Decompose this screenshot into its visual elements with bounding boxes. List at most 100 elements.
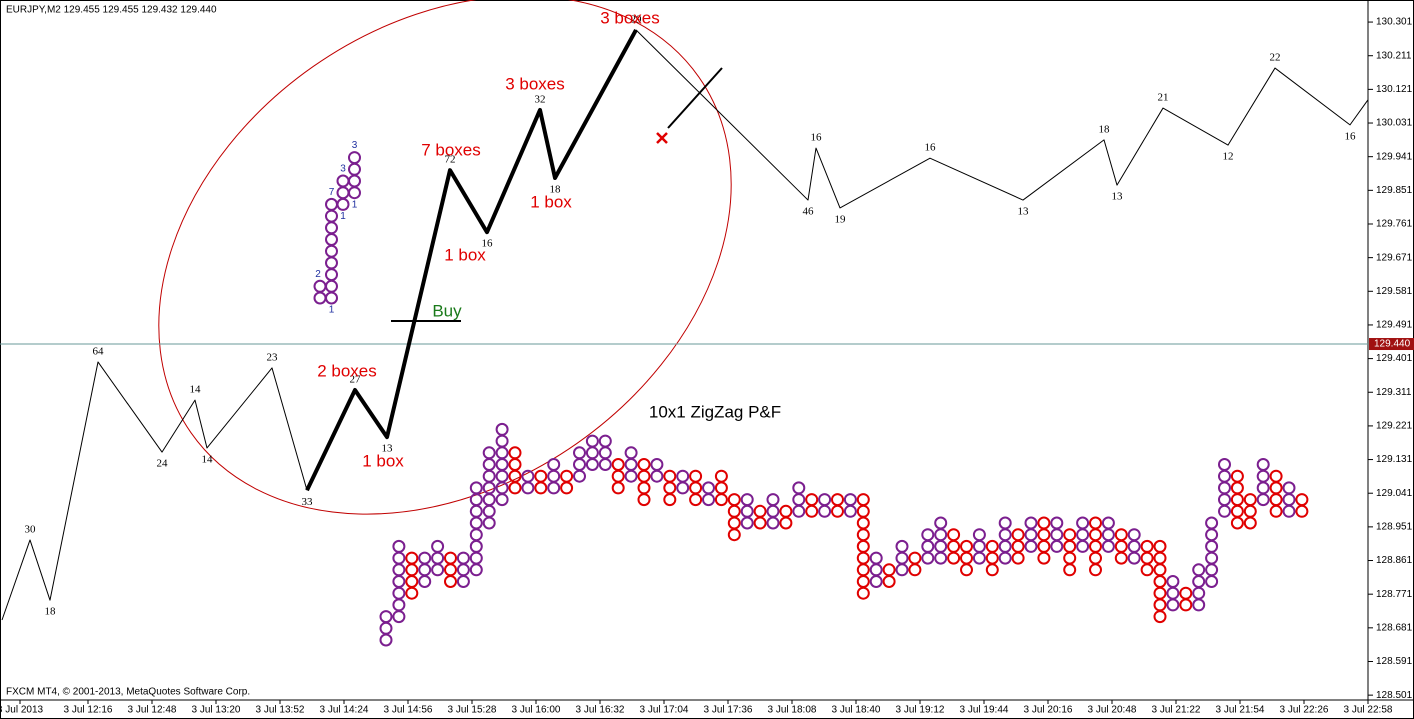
pnf-inset-label: 1	[352, 199, 358, 210]
zigzag-label: 46	[803, 206, 815, 218]
annotation: 7 boxes	[421, 140, 481, 159]
trend-line	[667, 67, 723, 129]
pnf-box	[1101, 516, 1115, 530]
x-tick-label: 3 Jul 19:44	[960, 705, 1009, 716]
pnf-box	[1076, 516, 1090, 530]
pnf-box	[1037, 516, 1051, 530]
pnf-box	[534, 469, 548, 483]
x-tick-label: 3 Jul 18:40	[832, 705, 881, 716]
pnf-box	[573, 446, 586, 460]
pnf-box	[702, 481, 715, 495]
zigzag-label: 13	[1112, 191, 1124, 203]
y-tick-label: 129.761	[1376, 219, 1413, 230]
zigzag-label: 14	[202, 454, 214, 466]
zigzag-label: 27	[350, 374, 362, 386]
pnf-box	[637, 458, 651, 471]
x-tick-label: 3 Jul 12:16	[64, 705, 113, 716]
pnf-box	[869, 551, 883, 565]
pnf-box	[560, 469, 574, 483]
pnf-box	[831, 493, 844, 507]
y-tick-label: 128.501	[1376, 690, 1413, 701]
pnf-box	[1256, 458, 1270, 471]
x-tick-label: 3 Jul 22:26	[1280, 705, 1329, 716]
y-tick-label: 128.591	[1376, 656, 1413, 667]
y-tick-label: 130.211	[1376, 50, 1412, 61]
pnf-box	[947, 528, 961, 542]
pnf-box	[1282, 481, 1296, 495]
pnf-box	[908, 551, 922, 565]
annotation: 2 boxes	[317, 361, 377, 380]
pnf-box	[934, 516, 948, 530]
pnf-box	[1269, 469, 1283, 483]
pnf-box	[882, 563, 896, 577]
pnf-inset-label: 2	[315, 269, 321, 280]
x-tick-label: 3 Jul 20:48	[1088, 705, 1137, 716]
pnf-box	[469, 481, 483, 495]
pnf-box	[379, 610, 393, 624]
y-tick-label: 129.131	[1376, 454, 1413, 465]
y-tick-label: 128.771	[1376, 589, 1413, 600]
zigzag-label: 32	[535, 93, 546, 105]
pnf-box	[818, 493, 832, 507]
pnf-box	[1050, 516, 1064, 530]
pnf-box	[1243, 493, 1257, 507]
pnf-box	[1127, 528, 1141, 542]
pnf-box	[598, 434, 612, 448]
zigzag-label: 29	[631, 13, 643, 25]
pnf-box	[1024, 516, 1038, 530]
footer: FXCM MT4, © 2001-2013, MetaQuotes Softwa…	[6, 687, 250, 698]
pnf-box	[676, 469, 690, 483]
pnf-box	[1179, 586, 1193, 600]
pnf-inset-box	[348, 151, 361, 165]
zigzag-label: 18	[550, 184, 562, 196]
pnf-box	[1166, 575, 1180, 588]
annotation: 1 box	[362, 451, 404, 470]
chart-title: EURJPY,M2 129.455 129.455 129.432 129.44…	[6, 5, 217, 16]
y-tick-label: 129.851	[1376, 185, 1413, 196]
pnf-box	[1063, 528, 1077, 542]
pnf-box	[624, 446, 638, 460]
current-price-box	[1369, 338, 1414, 351]
pnf-box	[766, 493, 780, 507]
pnf-box	[753, 504, 767, 518]
zigzag-label: 23	[267, 351, 279, 363]
pnf-inset-label: 3	[340, 164, 346, 175]
x-tick-label: 3 Jul 16:00	[512, 705, 561, 716]
annotation: 3 boxes	[505, 74, 565, 93]
pnf-box	[985, 539, 999, 553]
pnf-box	[508, 446, 522, 460]
pnf-inset-label: 3	[352, 140, 358, 151]
pnf-box	[1089, 516, 1102, 530]
pnf-box	[972, 528, 986, 542]
exit-mark	[656, 132, 668, 144]
pnf-box	[960, 539, 973, 553]
x-tick-label: 3 Jul 19:12	[896, 705, 945, 716]
y-tick-label: 129.041	[1376, 488, 1413, 499]
zigzag-label: 16	[1345, 130, 1357, 142]
zigzag-label: 13	[1018, 206, 1030, 218]
zigzag-label: 64	[93, 345, 105, 357]
zigzag-label: 24	[157, 458, 169, 470]
pnf-box	[740, 493, 754, 507]
pnf-box	[1218, 458, 1231, 471]
annotation: 1 box	[530, 192, 572, 211]
x-tick-label: 3 Jul 2013	[0, 705, 44, 716]
zigzag-label: 13	[382, 443, 394, 455]
zigzag-line	[305, 28, 638, 492]
pnf-box	[418, 551, 432, 565]
y-tick-label: 129.401	[1376, 353, 1413, 364]
zigzag-label: 22	[1270, 52, 1281, 64]
x-tick-label: 3 Jul 17:04	[640, 705, 689, 716]
method-label: 10x1 ZigZag P&F	[649, 402, 781, 421]
pnf-box	[392, 539, 406, 553]
zigzag-label: 30	[25, 523, 37, 535]
x-tick-label: 3 Jul 16:32	[576, 705, 625, 716]
pnf-box	[1230, 469, 1244, 483]
x-tick-label: 3 Jul 20:16	[1024, 705, 1073, 716]
pnf-box	[1011, 528, 1025, 542]
x-tick-label: 3 Jul 13:52	[256, 705, 305, 716]
pnf-box	[689, 469, 703, 483]
pnf-box	[663, 469, 677, 483]
